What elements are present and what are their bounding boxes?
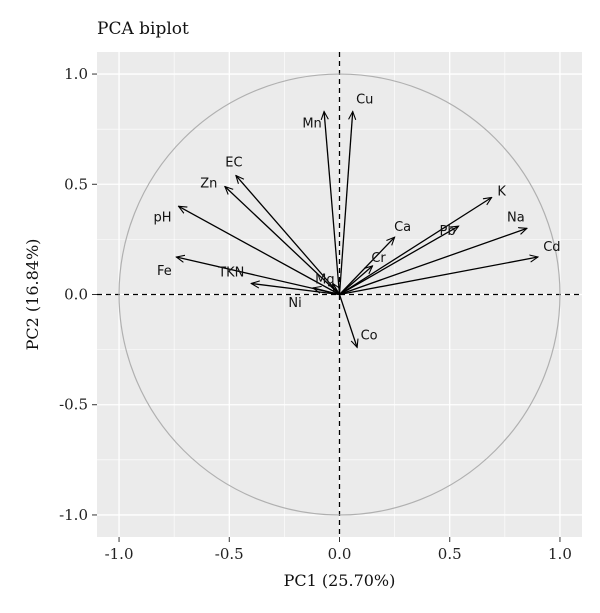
loading-label-k: K — [497, 185, 506, 200]
correlation-circle-group — [118, 73, 561, 516]
loading-label-zn: Zn — [200, 176, 217, 191]
loading-arrow-ph — [179, 206, 340, 296]
loading-label-ni: Ni — [288, 296, 301, 311]
x-axis-ticks: -1.0 -0.5 0.0 0.5 1.0 — [105, 537, 572, 563]
x-tick-label: -1.0 — [105, 545, 134, 563]
x-tick-label: 0.0 — [328, 545, 352, 563]
loading-label-fe: Fe — [157, 264, 172, 279]
chart-title: PCA biplot — [97, 19, 189, 39]
loading-label-tkn: TKN — [217, 265, 244, 280]
y-tick-label: -0.5 — [59, 396, 88, 414]
loading-arrow-pb — [339, 226, 459, 296]
loading-label-mg: Mg — [315, 272, 334, 287]
loading-arrow-mg — [333, 283, 340, 295]
loading-label-ph: pH — [154, 210, 172, 225]
x-axis-title: PC1 (25.70%) — [284, 571, 396, 590]
loading-arrow-zn — [225, 186, 340, 295]
loading-label-pb: Pb — [439, 224, 455, 239]
loading-arrow-cd — [339, 257, 538, 296]
loading-label-na: Na — [507, 210, 525, 225]
y-tick-label: -1.0 — [59, 506, 88, 524]
loading-arrow-co — [338, 294, 358, 348]
x-tick-label: 1.0 — [548, 545, 572, 563]
loading-arrow-ni — [313, 288, 340, 296]
loading-label-co: Co — [361, 328, 378, 343]
loading-label-ca: Ca — [394, 220, 411, 235]
loading-labels: Mn Cu EC Zn pH Fe TKN Ni Mg Co Ca Cr Pb KNa Cd — [154, 93, 561, 344]
loading-arrow-cu — [338, 112, 353, 295]
x-tick-label: -0.5 — [215, 545, 244, 563]
y-tick-label: 0.0 — [64, 286, 88, 304]
y-axis-ticks: -1.0 -0.5 0.0 0.5 1.0 — [59, 65, 97, 524]
loading-label-cd: Cd — [543, 240, 560, 255]
loading-arrow-mn — [324, 112, 341, 295]
loading-arrow-ec — [236, 175, 340, 295]
correlation-circle — [118, 73, 561, 516]
x-tick-label: 0.5 — [438, 545, 462, 563]
loading-label-ec: EC — [225, 155, 242, 170]
y-tick-label: 1.0 — [64, 65, 88, 83]
loading-arrow-k — [339, 198, 492, 296]
loading-arrow-tkn — [251, 283, 340, 296]
loading-arrow-cr — [339, 266, 373, 295]
loading-label-mn: Mn — [302, 117, 321, 132]
loading-arrow-na — [339, 228, 527, 296]
loading-arrows — [176, 112, 538, 348]
y-axis-title: PC2 (16.84%) — [23, 239, 42, 351]
y-tick-label: 0.5 — [64, 175, 88, 193]
loading-label-cr: Cr — [371, 251, 386, 266]
loading-label-cu: Cu — [356, 93, 373, 108]
